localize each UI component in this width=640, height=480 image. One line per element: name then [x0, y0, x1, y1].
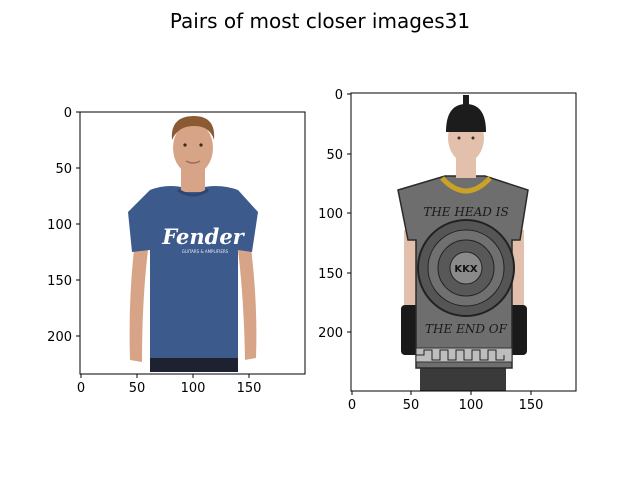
right-tunic-text-bottom: THE END OF — [425, 322, 508, 336]
left-y-tick-label: 100 — [47, 218, 72, 233]
right-y-tick-label: 0 — [335, 88, 343, 103]
right-y-tick-label: 200 — [318, 326, 343, 341]
right-image: KKX THE HEAD IS THE END OF — [351, 93, 576, 391]
left-x-tick-label: 100 — [181, 381, 206, 396]
left-panel: Fender GUITARS & AMPLIFIERS 0 50 100 150… — [47, 106, 306, 396]
left-y-tick-label: 0 — [64, 106, 72, 121]
left-y-tick-label: 150 — [47, 274, 72, 289]
left-x-tick-label: 50 — [129, 381, 146, 396]
left-y-axis: 0 50 100 150 200 — [47, 106, 80, 345]
right-helmet — [446, 104, 486, 132]
right-x-tick-label: 100 — [459, 398, 484, 413]
left-shirt — [128, 186, 258, 358]
left-arm-left — [129, 240, 148, 362]
right-necklace — [440, 176, 492, 194]
left-y-tick-label: 50 — [55, 162, 72, 177]
left-hair — [171, 116, 215, 140]
left-x-axis: 0 50 100 150 — [77, 374, 262, 396]
right-axes-frame — [350, 92, 577, 392]
left-x-tick-label: 0 — [77, 381, 85, 396]
left-head — [173, 122, 213, 174]
left-y-tick-label: 200 — [47, 330, 72, 345]
right-tunic-text-top: THE HEAD IS — [423, 205, 508, 219]
right-x-tick-label: 0 — [348, 398, 356, 413]
left-shirt-subtext: GUITARS & AMPLIFIERS — [182, 249, 229, 254]
right-x-tick-label: 50 — [403, 398, 420, 413]
left-x-tick-label: 150 — [237, 381, 262, 396]
right-x-tick-label: 150 — [519, 398, 544, 413]
right-y-tick-label: 50 — [326, 148, 343, 163]
right-y-tick-label: 100 — [318, 207, 343, 222]
left-shirt-logo: Fender — [161, 224, 245, 249]
right-panel: KKX THE HEAD IS THE END OF 0 50 100 — [318, 88, 577, 413]
right-badge-text: KKX — [454, 264, 477, 275]
right-x-axis: 0 50 100 150 — [348, 391, 544, 413]
left-arm-right — [238, 240, 257, 360]
right-y-tick-label: 150 — [318, 267, 343, 282]
left-image: Fender GUITARS & AMPLIFIERS — [80, 112, 305, 374]
right-y-axis: 0 50 100 150 200 — [318, 88, 351, 341]
figure-title: Pairs of most closer images31 — [170, 9, 470, 33]
